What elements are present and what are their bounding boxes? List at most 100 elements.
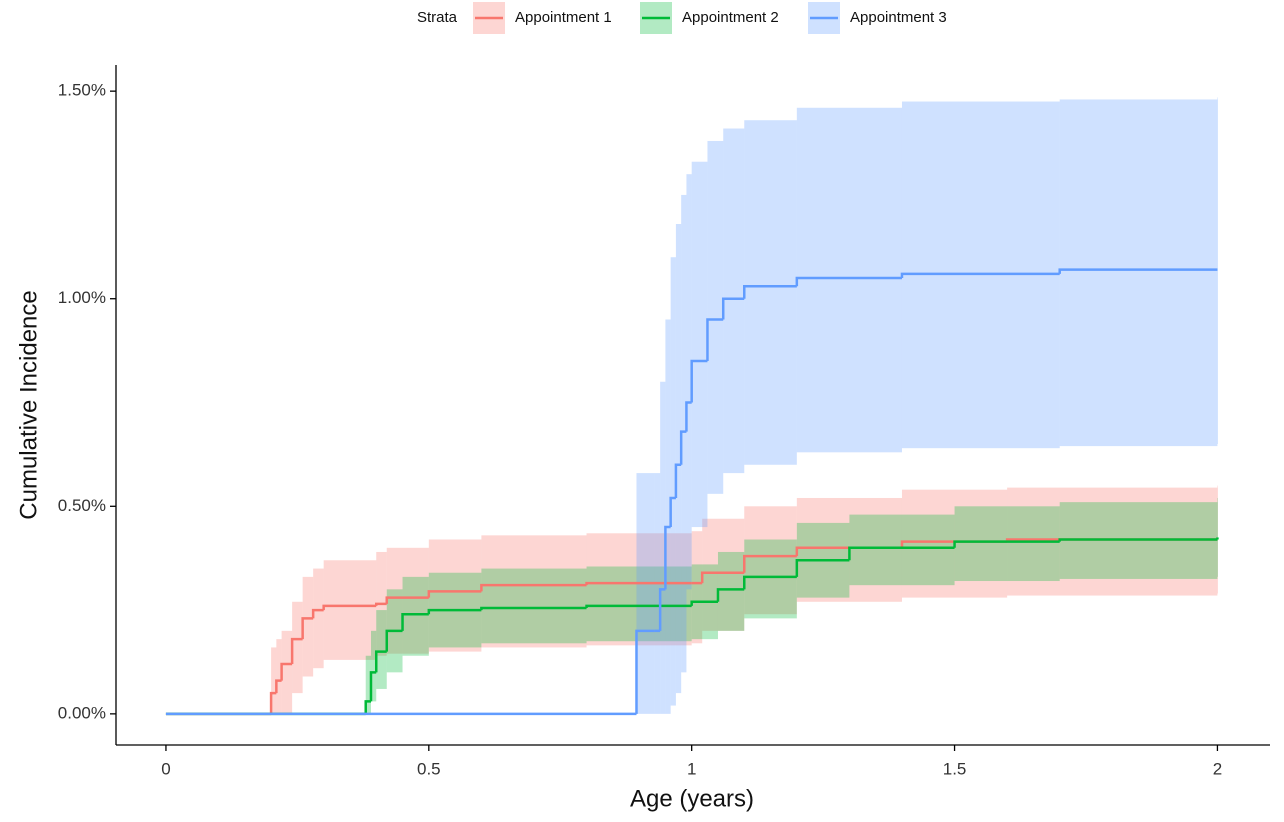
step-line — [385, 596, 429, 604]
step-line — [635, 629, 655, 714]
step-line — [385, 629, 403, 652]
confidence-band — [717, 551, 745, 631]
y-tick-label: 0.50% — [58, 496, 106, 515]
step-line — [679, 430, 687, 465]
confidence-band — [370, 630, 377, 702]
step-line — [1058, 268, 1218, 274]
step-line — [322, 604, 377, 611]
x-tick-label: 1.5 — [943, 759, 967, 778]
confidence-band — [636, 473, 655, 714]
confidence-band — [954, 506, 1060, 582]
step-line — [743, 575, 797, 590]
step-line — [658, 588, 666, 631]
confidence-band — [365, 655, 371, 714]
confidence-band — [665, 319, 671, 714]
step-line — [369, 671, 377, 702]
confidence-band — [302, 576, 314, 677]
confidence-band — [586, 566, 692, 642]
confidence-band — [271, 647, 277, 714]
legend-title: Strata — [417, 9, 458, 26]
confidence-band — [707, 140, 724, 494]
confidence-band — [292, 601, 303, 694]
legend-label: Appointment 2 — [682, 9, 779, 26]
step-line — [664, 525, 671, 590]
step-line — [1058, 538, 1218, 542]
step-line — [290, 637, 303, 665]
confidence-band — [681, 194, 687, 673]
step-line — [480, 583, 587, 592]
x-axis-title: Age (years) — [630, 785, 754, 812]
confidence-band — [670, 257, 676, 706]
step-line — [301, 617, 314, 640]
step-line — [795, 276, 902, 287]
step-line — [374, 602, 387, 606]
confidence-band — [313, 568, 324, 669]
confidence-band — [796, 107, 902, 453]
confidence-band — [744, 506, 797, 615]
y-tick-label: 1.50% — [58, 81, 106, 100]
legend-label: Appointment 1 — [515, 9, 612, 26]
step-line — [795, 559, 850, 577]
step-line — [280, 662, 293, 681]
step-line — [311, 608, 324, 619]
y-axis-title: Cumulative Incidence — [15, 290, 42, 519]
step-line — [848, 546, 955, 561]
x-tick-label: 2 — [1213, 759, 1222, 778]
lines — [165, 268, 1219, 716]
x-tick-label: 0.5 — [417, 759, 441, 778]
confidence-band — [686, 174, 692, 590]
confidence-band — [586, 533, 692, 646]
step-line — [669, 496, 676, 528]
bands — [271, 97, 1218, 714]
step-line — [275, 679, 282, 694]
step-line — [374, 650, 387, 673]
confidence-band — [691, 161, 708, 528]
step-line — [674, 463, 682, 498]
confidence-band — [1059, 99, 1218, 447]
step-line — [700, 571, 745, 584]
confidence-band — [702, 518, 745, 631]
confidence-band — [849, 514, 955, 586]
confidence-band — [376, 610, 387, 689]
y-tick-label: 0.00% — [58, 703, 106, 722]
step-line — [685, 401, 692, 432]
confidence-band — [723, 128, 745, 474]
confidence-band — [386, 547, 429, 654]
confidence-band — [402, 576, 429, 656]
y-tick-label: 1.00% — [58, 288, 106, 307]
step-line — [690, 359, 708, 403]
confidence-band — [281, 630, 293, 714]
confidence-band — [276, 639, 282, 714]
x-tick-label: 1 — [687, 759, 696, 778]
step-line — [690, 600, 718, 606]
step-line — [743, 554, 797, 573]
confidence-band — [675, 223, 682, 694]
confidence-band — [691, 531, 703, 644]
confidence-band — [744, 120, 797, 465]
step-line — [585, 581, 692, 586]
step-line — [427, 608, 482, 615]
step-line — [401, 612, 429, 631]
step-line — [743, 285, 797, 299]
confidence-band — [744, 539, 797, 619]
step-line — [480, 606, 587, 611]
confidence-band — [654, 473, 661, 714]
step-line — [364, 700, 371, 714]
step-line — [706, 318, 724, 361]
step-line — [953, 540, 1060, 548]
step-line — [585, 604, 692, 609]
legend-label: Appointment 3 — [850, 9, 947, 26]
step-line — [716, 588, 745, 602]
step-line — [269, 691, 277, 714]
confidence-band — [481, 568, 587, 644]
step-line — [427, 590, 482, 598]
step-line — [900, 272, 1060, 278]
confidence-band — [481, 535, 587, 648]
x-tick-label: 0 — [161, 759, 170, 778]
confidence-band — [1217, 97, 1218, 445]
step-line — [721, 297, 745, 320]
confidence-band — [323, 560, 377, 660]
confidence-band — [660, 381, 666, 714]
confidence-band — [428, 539, 482, 652]
